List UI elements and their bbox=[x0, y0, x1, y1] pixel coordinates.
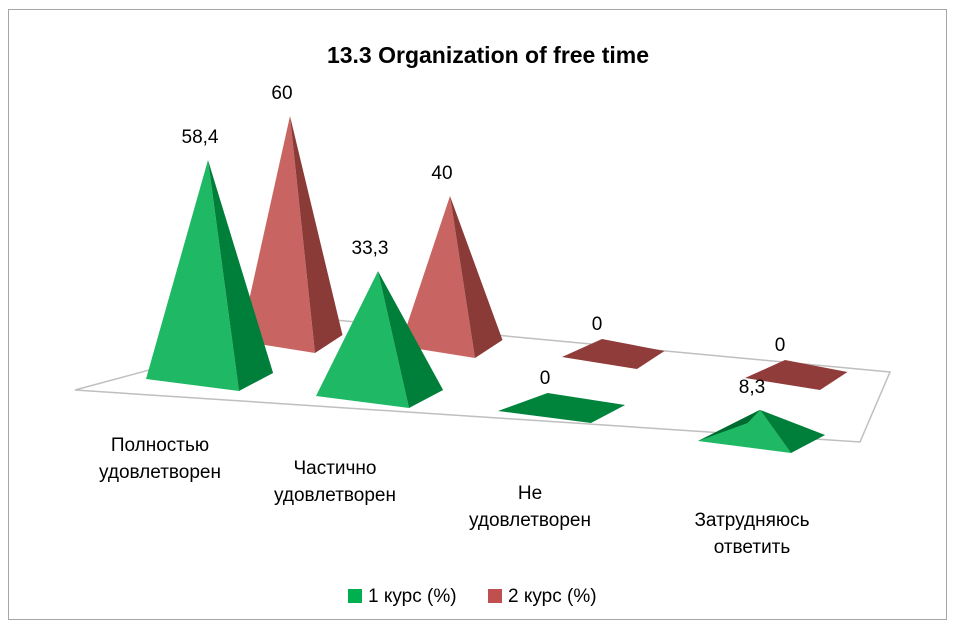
pyramid-base bbox=[498, 393, 626, 423]
pyramid-base bbox=[562, 339, 665, 369]
pyramid bbox=[562, 339, 665, 369]
data-label: 0 bbox=[592, 314, 603, 335]
data-label: 33,3 bbox=[352, 238, 389, 259]
legend-label: 1 курс (%) bbox=[368, 586, 457, 607]
data-label: 58,4 bbox=[182, 127, 219, 148]
data-label: 0 bbox=[540, 368, 551, 389]
pyramid bbox=[698, 409, 826, 453]
pyramid-side bbox=[450, 196, 503, 358]
data-label: 40 bbox=[431, 163, 452, 184]
pyramid-side bbox=[760, 409, 826, 453]
data-label: 60 bbox=[271, 83, 292, 104]
pyramid bbox=[400, 196, 503, 358]
pyramid-base bbox=[745, 360, 848, 390]
pyramid bbox=[240, 116, 343, 353]
legend-swatch bbox=[488, 589, 502, 603]
pyramid bbox=[498, 393, 626, 423]
pyramid bbox=[745, 360, 848, 390]
x-tick-label: Затрудняюсь ответить bbox=[694, 510, 810, 558]
data-label: 8,3 bbox=[739, 377, 765, 398]
x-tick-label: Полностью удовлетворен bbox=[99, 435, 221, 483]
pyramid-side bbox=[378, 271, 444, 408]
legend-swatch bbox=[348, 589, 362, 603]
data-label: 0 bbox=[775, 335, 786, 356]
pyramid-side bbox=[208, 160, 274, 391]
x-tick-label: Частично удовлетворен bbox=[274, 458, 396, 506]
legend-label: 2 курс (%) bbox=[508, 586, 597, 607]
chart-title: 13.3 Organization of free time bbox=[327, 42, 649, 68]
pyramid-side bbox=[290, 116, 343, 353]
pyramid bbox=[316, 271, 444, 408]
x-tick-label: Не удовлетворен bbox=[469, 483, 591, 531]
pyramid bbox=[146, 160, 274, 391]
pyramid-back bbox=[698, 409, 760, 441]
